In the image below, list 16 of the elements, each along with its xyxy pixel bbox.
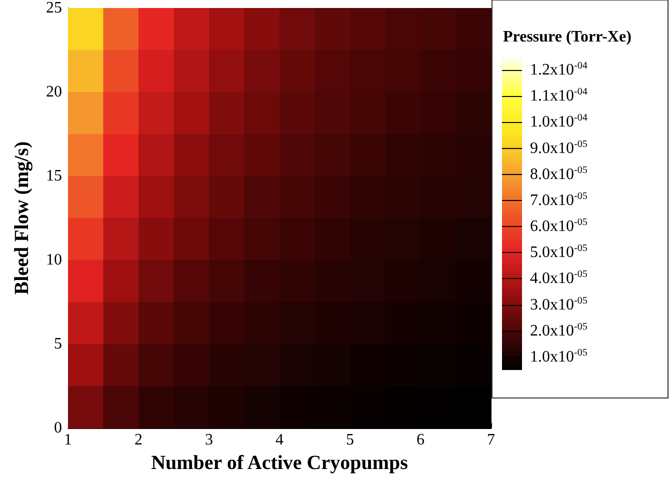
color-bar-title: Pressure (Torr-Xe) (503, 28, 632, 46)
x-tick-label: 1 (64, 432, 72, 449)
y-tick-label: 15 (46, 168, 62, 185)
y-tick-label: 20 (46, 84, 62, 101)
x-tick-label: 7 (487, 432, 495, 449)
y-tick-label: 10 (46, 252, 62, 269)
x-tick-label: 3 (205, 432, 213, 449)
x-tick-label: 5 (346, 432, 354, 449)
y-tick-label: 25 (46, 0, 62, 16)
x-tick-label: 4 (276, 432, 284, 449)
y-axis-title: Bleed Flow (mg/s) (11, 141, 33, 295)
x-tick-label: 2 (134, 432, 142, 449)
y-tick-label: 5 (54, 336, 62, 353)
x-tick-label: 6 (416, 432, 424, 449)
x-axis-title: Number of Active Cryopumps (151, 452, 408, 474)
y-tick-label: 0 (54, 420, 62, 437)
